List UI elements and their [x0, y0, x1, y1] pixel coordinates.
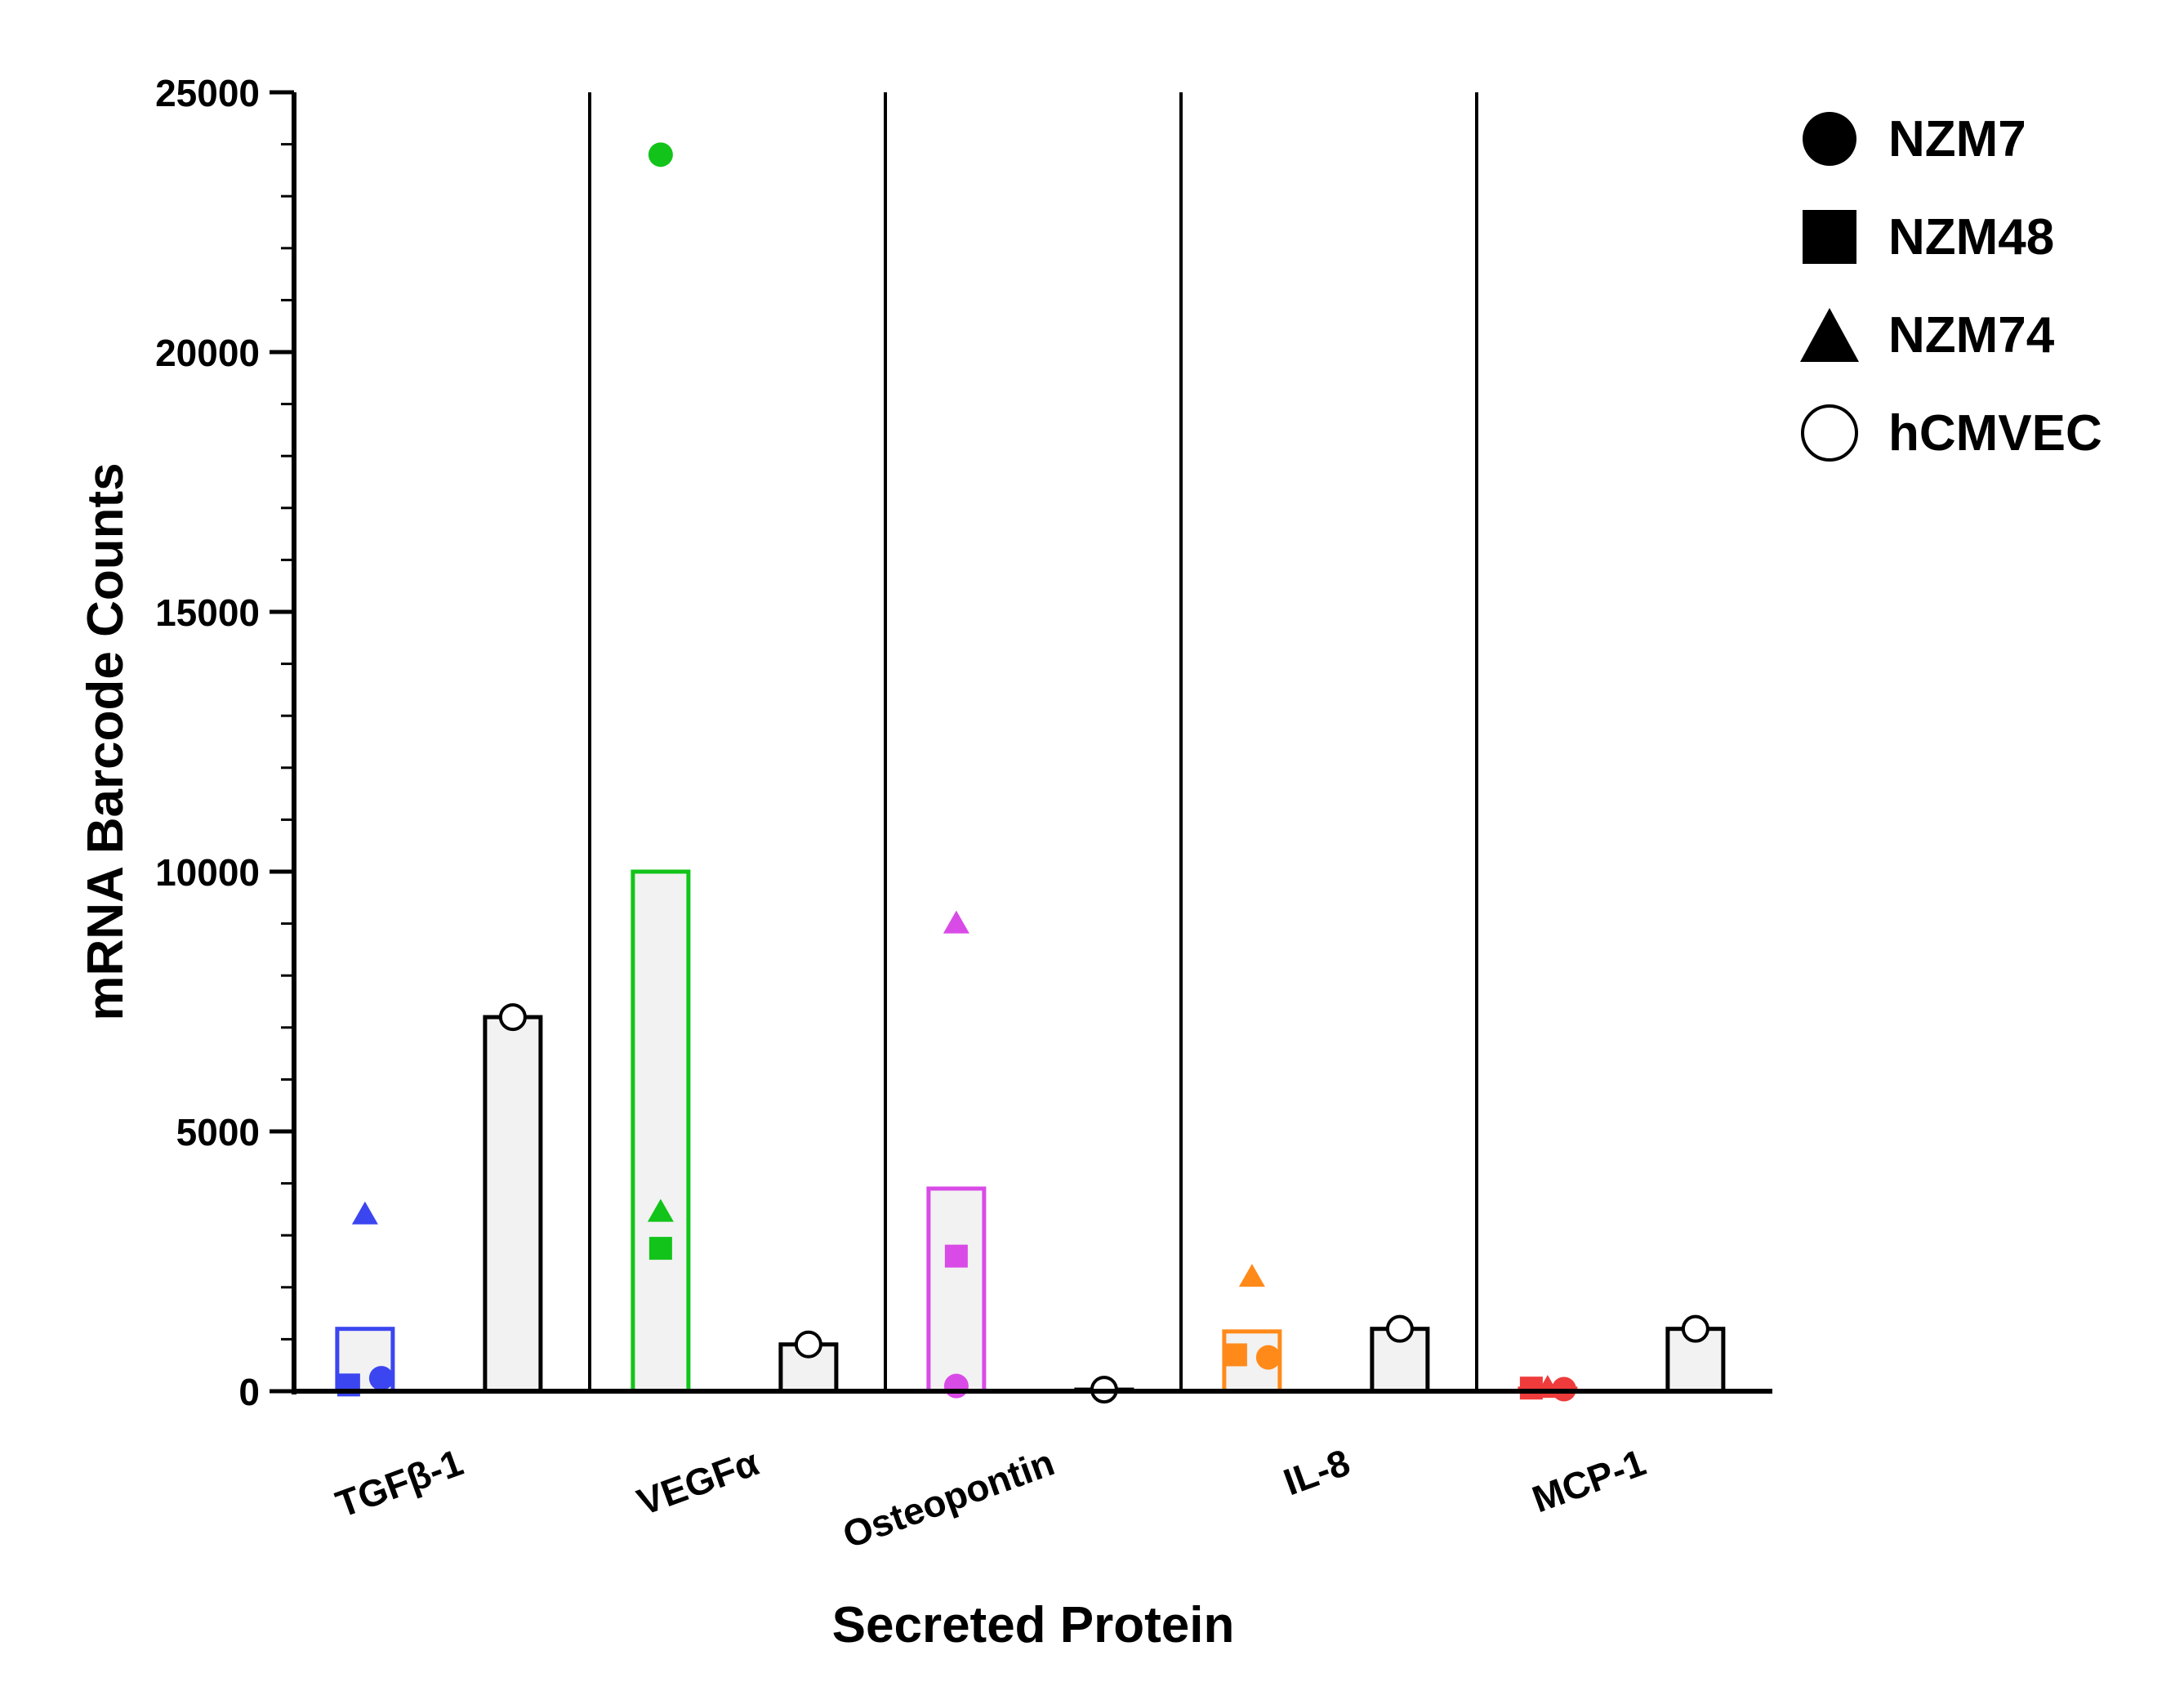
nzm7-point — [1255, 1345, 1281, 1370]
y-tick-label: 25000 — [155, 72, 260, 114]
y-tick-label: 5000 — [176, 1111, 260, 1153]
nzm74-point — [647, 1198, 674, 1222]
legend-label: NZM48 — [1888, 208, 2055, 265]
nzm7-point — [943, 1373, 969, 1399]
nzm48-point — [944, 1244, 968, 1268]
x-tick-label: TGFβ-1 — [330, 1441, 468, 1526]
square-filled-icon — [1797, 204, 1862, 270]
nzm48-point — [1223, 1343, 1247, 1367]
legend: NZM7 NZM48 NZM74 hCMVEC — [1797, 90, 2173, 482]
legend-item-nzm74: NZM74 — [1797, 286, 2173, 384]
legend-item-nzm48: NZM48 — [1797, 188, 2173, 286]
y-tick-label: 20000 — [155, 332, 260, 374]
x-tick-label: Osteopontin — [837, 1441, 1059, 1557]
hcmvec-point — [1385, 1314, 1414, 1343]
melanoma-bar — [631, 869, 691, 1394]
y-axis-title: mRNA Barcode Counts — [78, 462, 134, 1020]
nzm74-point — [943, 910, 969, 934]
hcmvec-point — [498, 1003, 527, 1032]
nzm48-point — [649, 1237, 672, 1260]
circle-filled-icon — [1797, 106, 1862, 172]
legend-label: hCMVEC — [1888, 404, 2102, 462]
y-tick-label: 0 — [238, 1371, 260, 1413]
nzm7-point — [648, 142, 673, 167]
legend-label: NZM7 — [1888, 110, 2026, 167]
circle-open-icon — [1797, 400, 1862, 466]
hcmvec-bar — [483, 1015, 543, 1394]
legend-label: NZM74 — [1888, 306, 2055, 364]
hcmvec-point — [794, 1330, 822, 1359]
nzm7-point — [368, 1366, 394, 1391]
triangle-filled-icon — [1797, 302, 1862, 368]
nzm74-point — [1238, 1264, 1265, 1287]
legend-item-hcmvec: hCMVEC — [1797, 384, 2173, 482]
x-tick-label: IL-8 — [1278, 1441, 1356, 1504]
y-tick-label: 15000 — [155, 591, 260, 634]
x-axis-title: Secreted Protein — [832, 1597, 1235, 1653]
x-tick-label: VEGFα — [631, 1441, 764, 1524]
hcmvec-point — [1681, 1314, 1709, 1343]
x-tick-label: MCP-1 — [1527, 1441, 1651, 1521]
y-tick-label: 10000 — [155, 851, 260, 894]
legend-item-nzm7: NZM7 — [1797, 90, 2173, 188]
nzm74-point — [351, 1201, 378, 1225]
melanoma-bar — [926, 1186, 987, 1394]
